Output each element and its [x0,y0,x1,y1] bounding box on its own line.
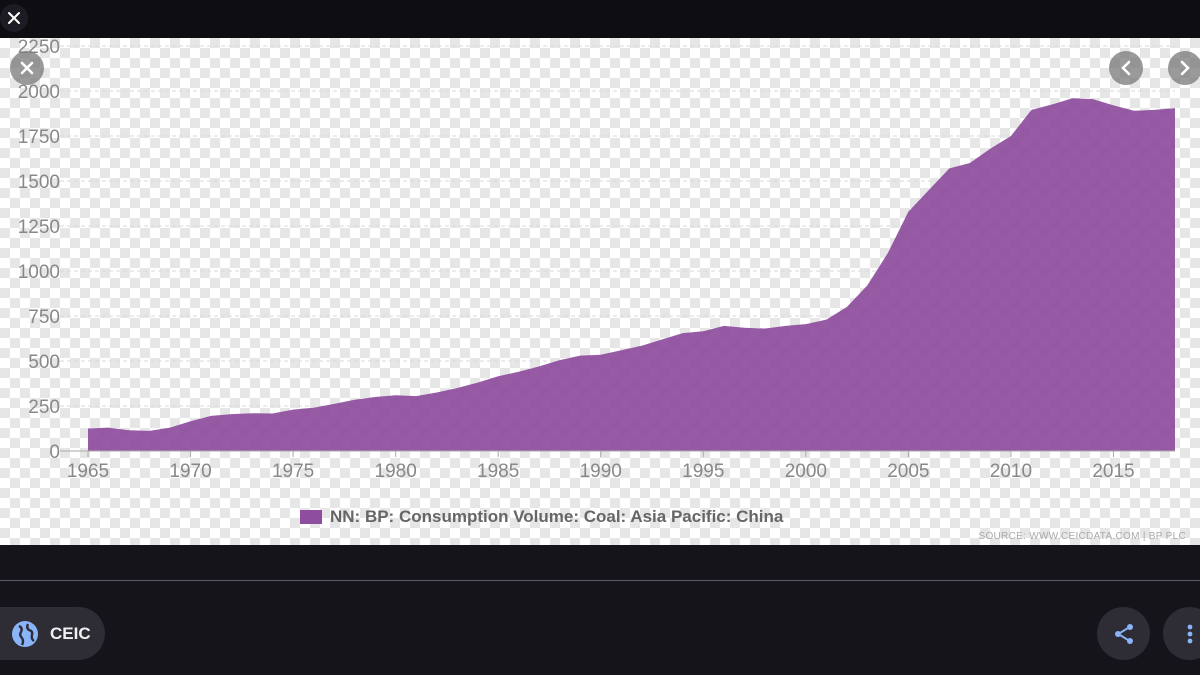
chevron-left-icon [1121,60,1131,76]
y-tick-label: 1750 [18,127,60,148]
close-button[interactable] [0,4,28,32]
y-tick-label: 750 [28,307,60,328]
previous-button[interactable] [1109,51,1143,85]
source-note: SOURCE: WWW.CEICDATA.COM | BP PLC [978,531,1186,542]
x-tick-label: 2000 [785,461,827,482]
x-tick-label: 1980 [375,461,417,482]
more-vertical-icon [1187,624,1192,643]
x-tick-label: 1995 [682,461,724,482]
legend-label: NN: BP: Consumption Volume: Coal: Asia P… [330,507,784,526]
y-tick-label: 2000 [18,82,60,103]
x-tick-label: 1965 [67,461,109,482]
y-tick-label: 1500 [18,172,60,193]
area-layer [60,98,1175,452]
y-tick-label: 500 [28,352,60,373]
share-icon [1114,623,1133,644]
top-bar [0,0,1200,38]
y-tick-label: 1250 [18,217,60,238]
x-tick-label: 1990 [580,461,622,482]
close-icon [8,12,20,24]
next-button[interactable] [1168,51,1200,85]
source-chip[interactable]: CEIC [0,607,105,660]
chevron-right-icon [1180,60,1190,76]
chart-legend: NN: BP: Consumption Volume: Coal: Asia P… [300,507,783,527]
x-tick-label: 2010 [990,461,1032,482]
y-tick-label: 1000 [18,262,60,283]
chart-panel: 0 250 500 750 1000 1250 1500 1750 2000 2250 1965 1… [0,38,1200,545]
chart-close-button[interactable] [10,51,44,85]
y-tick-label: 0 [49,442,60,463]
legend-swatch [300,510,322,524]
x-tick-label: 2005 [887,461,929,482]
x-tick-label: 1985 [477,461,519,482]
share-button[interactable] [1097,607,1150,660]
more-options-button[interactable] [1163,607,1200,660]
divider [0,580,1200,581]
y-tick-label: 250 [28,397,60,418]
series-area [88,98,1175,451]
x-axis-ticks: 1965 1970 1975 1980 1985 1990 1995 2000 2005 2010… [67,451,1135,482]
brand-name: CEIC [50,623,91,643]
x-tick-label: 1975 [272,461,314,482]
close-icon [20,61,34,75]
x-tick-label: 1970 [169,461,211,482]
x-tick-label: 2015 [1092,461,1134,482]
globe-icon [12,620,38,647]
